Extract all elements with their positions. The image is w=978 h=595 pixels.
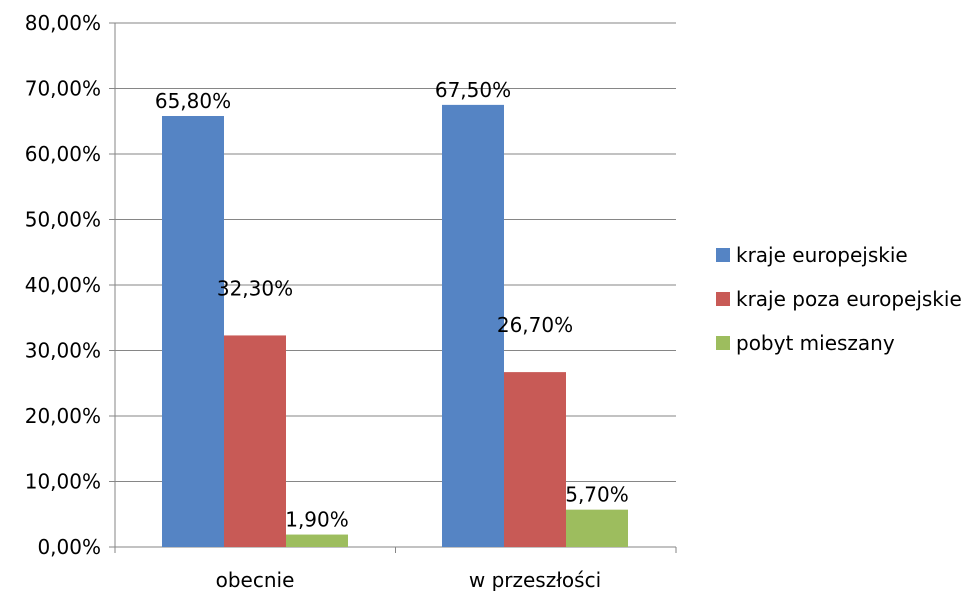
x-tick-label: w przeszłości [469, 568, 601, 591]
y-tick-label: 10,00% [25, 470, 101, 494]
bar [442, 104, 504, 547]
bar [504, 372, 566, 547]
y-tick-label: 80,00% [25, 11, 101, 35]
y-tick-label: 40,00% [25, 273, 101, 297]
data-label: 26,70% [497, 313, 573, 337]
y-tick-label: 20,00% [25, 404, 101, 428]
bar [224, 335, 286, 547]
legend: kraje europejskie kraje poza europejskie p… [716, 243, 962, 355]
legend-swatch [716, 292, 730, 306]
data-label: 5,70% [565, 483, 629, 507]
y-tick-label: 0,00% [37, 535, 101, 559]
data-label: 1,90% [285, 508, 349, 532]
legend-swatch [716, 248, 730, 262]
legend-label: pobyt mieszany [736, 331, 895, 355]
y-tick-label: 50,00% [25, 208, 101, 232]
bar [286, 534, 348, 547]
legend-label: kraje europejskie [736, 243, 908, 267]
legend-swatch [716, 336, 730, 350]
x-tick-label: obecnie [216, 568, 295, 591]
bar [566, 509, 628, 547]
bars [162, 104, 628, 547]
y-tick-label: 60,00% [25, 142, 101, 166]
y-tick-label: 70,00% [25, 77, 101, 101]
bar [162, 116, 224, 547]
data-label: 65,80% [155, 89, 231, 113]
axes: 0,00% 10,00% 20,00% 30,00% 40,00% 50,00% 60,00… [25, 11, 677, 592]
data-labels: 65,80% 67,50% 32,30% 26,70% 1,90% 5,70% [155, 78, 629, 532]
data-label: 67,50% [435, 78, 511, 102]
legend-label: kraje poza europejskie [736, 287, 962, 311]
y-tick-label: 30,00% [25, 339, 101, 363]
data-label: 32,30% [217, 276, 293, 300]
